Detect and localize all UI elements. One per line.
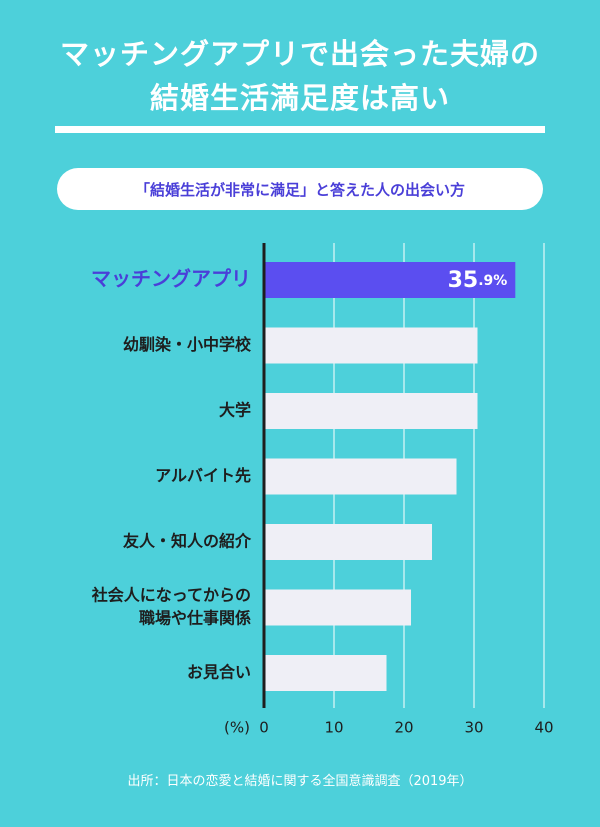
title-divider [55, 126, 545, 133]
subtitle-text: 「結婚生活が非常に満足」と答えた人の出会い方 [134, 180, 465, 199]
title-line-1: マッチングアプリで出会った夫婦の [59, 37, 540, 71]
x-tick-label: 0 [259, 719, 269, 737]
x-tick-label: 40 [534, 719, 553, 737]
bar [264, 262, 516, 298]
category-label: 友人・知人の紹介 [123, 532, 252, 551]
chart-title: マッチングアプリで出会った夫婦の 結婚生活満足度は高い [0, 32, 600, 120]
title-line-2: 結婚生活満足度は高い [149, 81, 450, 115]
source-note: 出所：日本の恋愛と結婚に関する全国意識調査（2019年） [127, 774, 473, 789]
x-tick-label: 30 [464, 719, 483, 737]
category-label: 社会人になってからの [91, 586, 251, 605]
category-label: マッチングアプリ [91, 267, 251, 291]
x-unit-label: (%) [224, 719, 250, 737]
x-tick-label: 10 [324, 719, 343, 737]
bar [264, 393, 478, 429]
category-label: お見合い [187, 663, 251, 682]
bar [264, 524, 432, 560]
bar [264, 327, 478, 364]
bar [264, 458, 457, 495]
bar [264, 655, 387, 691]
bar [264, 589, 411, 626]
data-label: 35.9% [448, 268, 508, 293]
category-label: 職場や仕事関係 [139, 609, 251, 628]
x-tick-label: 20 [394, 719, 413, 737]
subtitle-pill: 「結婚生活が非常に満足」と答えた人の出会い方 [57, 168, 543, 210]
category-label: アルバイト先 [155, 466, 251, 485]
category-label: 幼馴染・小中学校 [123, 335, 252, 354]
category-label: 大学 [219, 401, 251, 420]
